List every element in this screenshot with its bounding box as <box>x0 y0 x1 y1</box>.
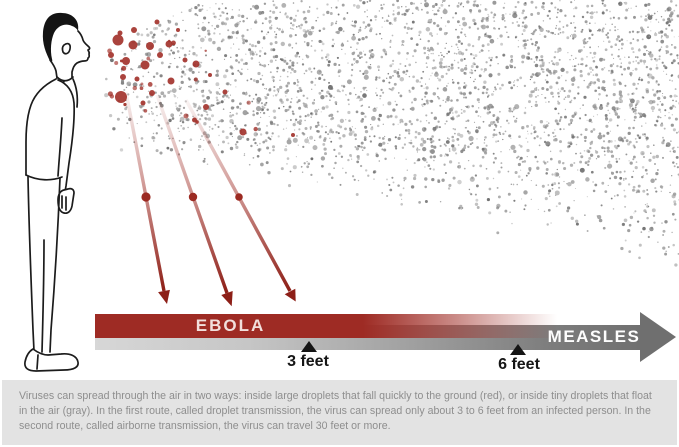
large-red-droplets <box>107 19 295 137</box>
person-hair <box>42 12 79 63</box>
distance-label-3-feet: 3 feet <box>287 353 329 370</box>
distance-label-6-feet: 6 feet <box>498 356 540 373</box>
droplet-fall-arrow <box>155 94 233 307</box>
measles-arrowhead-icon <box>640 312 676 362</box>
aerosol-droplet-cloud <box>104 0 679 267</box>
falling-droplet-arrows <box>124 91 296 307</box>
droplet-fall-arrow <box>184 99 296 302</box>
distance-marker-triangle-icon <box>301 341 317 352</box>
caption-panel: Viruses can spread through the air in tw… <box>2 380 677 445</box>
distance-marker-triangle-icon <box>510 344 526 355</box>
droplet-fall-arrow <box>124 91 170 304</box>
ebola-label: EBOLA <box>195 316 266 335</box>
ebola-distance-bar <box>95 314 557 338</box>
person-figure <box>24 12 91 372</box>
caption-text: Viruses can spread through the air in tw… <box>19 390 652 432</box>
measles-label: MEASLES <box>547 327 641 346</box>
